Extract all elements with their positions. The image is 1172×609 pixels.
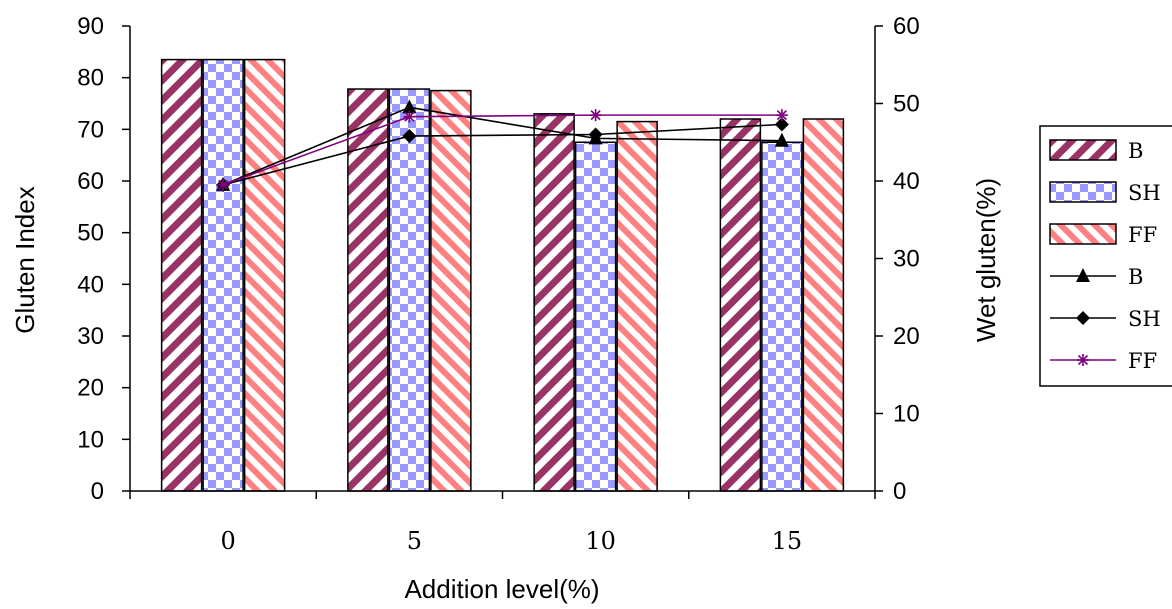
y-tick-label: 30: [77, 323, 104, 350]
bar-ff-10: [616, 120, 658, 492]
y2-tick-label: 60: [893, 13, 920, 40]
bar-sh-0: [202, 58, 244, 492]
point-sh-10: [588, 127, 603, 142]
legend-label-line-sh: SH: [1128, 307, 1161, 331]
legend-box: [1039, 125, 1172, 387]
bar-ff-5: [430, 89, 472, 492]
y-tick-label: 70: [77, 116, 104, 143]
y2-tick-label: 40: [893, 168, 920, 195]
bar-b-10: [533, 113, 575, 492]
point-ff-15: [775, 109, 788, 122]
y-tick-label: 40: [77, 271, 104, 298]
x-axis-title: Addition level(%): [404, 574, 599, 604]
lines-layer: [216, 99, 789, 192]
right-ticks: 0 10 20 30 40 50 60: [875, 13, 920, 505]
line-ff: [222, 114, 782, 186]
x-tick-label: 15: [772, 527, 803, 555]
y2-axis-title: Wet gluten(%): [971, 178, 1001, 342]
point-ff-0: [217, 178, 230, 191]
legend-label-line-ff: FF: [1128, 349, 1157, 373]
bar-ff-15: [802, 118, 845, 492]
y-tick-label: 80: [77, 65, 104, 92]
y2-tick-label: 20: [893, 323, 920, 350]
bar-sh-15: [761, 141, 803, 492]
legend-marker-ff: [1077, 354, 1089, 366]
legend-swatch-bar-ff: [1049, 223, 1117, 245]
y-tick-label: 50: [77, 220, 104, 247]
x-tick-label: 0: [220, 527, 235, 555]
bar-sh-10: [574, 141, 617, 492]
bar-sh-5: [388, 88, 431, 492]
point-ff-10: [589, 109, 602, 122]
legend-label-bar-sh: SH: [1128, 181, 1161, 205]
line-b: [222, 106, 782, 186]
line-sh: [222, 123, 782, 186]
legend-label-bar-ff: FF: [1128, 223, 1157, 247]
x-ticks: 0 5 10 15: [129, 491, 876, 555]
legend-label-line-b: B: [1128, 265, 1143, 289]
bar-b-15: [719, 118, 762, 492]
point-b-15: [774, 132, 789, 147]
point-sh-5: [402, 129, 417, 144]
legend: B SH FF B SH FF: [1039, 125, 1172, 387]
bars-layer: [160, 58, 845, 492]
y-tick-label: 60: [77, 168, 104, 195]
y-axis-title: Gluten Index: [10, 186, 40, 333]
bar-b-5: [347, 88, 389, 492]
legend-swatch-bar-sh: [1049, 181, 1117, 203]
point-ff-5: [403, 110, 416, 123]
y-tick-label: 20: [77, 375, 104, 402]
y2-tick-label: 10: [893, 401, 920, 428]
bar-ff-0: [243, 58, 286, 492]
left-ticks: 0 10 20 30 40 50 60 70 80 90: [77, 13, 130, 505]
y2-tick-label: 50: [893, 91, 920, 118]
bar-b-0: [160, 58, 203, 492]
y2-tick-label: 0: [893, 478, 906, 505]
x-tick-label: 10: [585, 527, 616, 555]
point-b-5: [402, 99, 417, 114]
x-tick-label: 5: [407, 527, 422, 555]
y-tick-label: 90: [77, 13, 104, 40]
y-tick-label: 0: [91, 478, 104, 505]
legend-marker-b: [1076, 268, 1090, 282]
point-sh-15: [774, 117, 789, 132]
legend-swatch-bar-b: [1049, 139, 1117, 161]
y2-tick-label: 30: [893, 246, 920, 273]
legend-marker-sh: [1076, 311, 1090, 325]
legend-label-bar-b: B: [1128, 139, 1143, 163]
y-tick-label: 10: [77, 426, 104, 453]
